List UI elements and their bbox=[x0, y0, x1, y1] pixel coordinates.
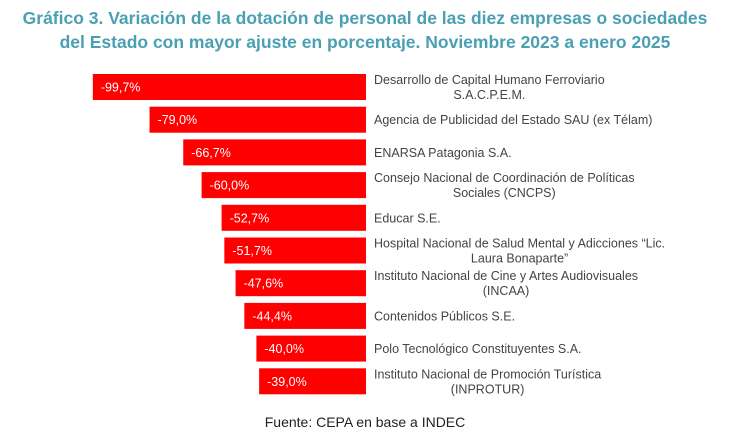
category-label: Desarrollo de Capital Humano Ferroviario bbox=[374, 73, 605, 87]
data-label: -79,0% bbox=[158, 113, 198, 127]
category-label: (INCAA) bbox=[483, 284, 530, 298]
data-label: -99,7% bbox=[101, 81, 141, 95]
bar bbox=[244, 302, 366, 329]
data-label: -52,7% bbox=[230, 211, 270, 225]
data-label: -66,7% bbox=[191, 146, 231, 160]
category-label: (INPROTUR) bbox=[451, 382, 525, 396]
category-label: Instituto Nacional de Promoción Turístic… bbox=[374, 367, 601, 381]
category-label: Agencia de Publicidad del Estado SAU (ex… bbox=[374, 113, 652, 127]
bar bbox=[92, 74, 367, 100]
bar bbox=[235, 270, 366, 297]
chart-title-line-2: del Estado con mayor ajuste en porcentaj… bbox=[59, 32, 671, 52]
category-label: S.A.C.P.E.M. bbox=[453, 88, 525, 102]
bar bbox=[201, 172, 366, 199]
chart-title-line-1: Gráfico 3. Variación de la dotación de p… bbox=[22, 8, 708, 28]
data-label: -51,7% bbox=[232, 244, 272, 258]
category-label: Consejo Nacional de Coordinación de Polí… bbox=[374, 171, 635, 185]
category-label: Educar S.E. bbox=[374, 211, 441, 225]
data-label: -40,0% bbox=[264, 342, 304, 356]
category-label: Polo Tecnológico Constituyentes S.A. bbox=[374, 342, 582, 356]
bar bbox=[256, 335, 366, 362]
category-label: Laura Bonaparte” bbox=[471, 252, 568, 266]
bar bbox=[149, 106, 366, 133]
bar bbox=[224, 237, 366, 264]
data-label: -39,0% bbox=[267, 375, 307, 389]
category-label: Instituto Nacional de Cine y Artes Audio… bbox=[374, 269, 638, 283]
category-label: Hospital Nacional de Salud Mental y Adic… bbox=[374, 237, 665, 251]
bar bbox=[183, 139, 366, 166]
bar bbox=[259, 368, 366, 395]
data-label: -47,6% bbox=[244, 277, 284, 291]
data-label: -60,0% bbox=[210, 179, 250, 193]
category-label: Contenidos Públicos S.E. bbox=[374, 309, 515, 323]
chart-title: Gráfico 3. Variación de la dotación de p… bbox=[0, 6, 730, 54]
bar bbox=[221, 204, 366, 231]
category-label: Sociales (CNCPS) bbox=[453, 186, 556, 200]
data-label: -44,4% bbox=[252, 309, 292, 323]
category-label: ENARSA Patagonia S.A. bbox=[374, 146, 512, 160]
source-note: Fuente: CEPA en base a INDEC bbox=[264, 414, 466, 430]
